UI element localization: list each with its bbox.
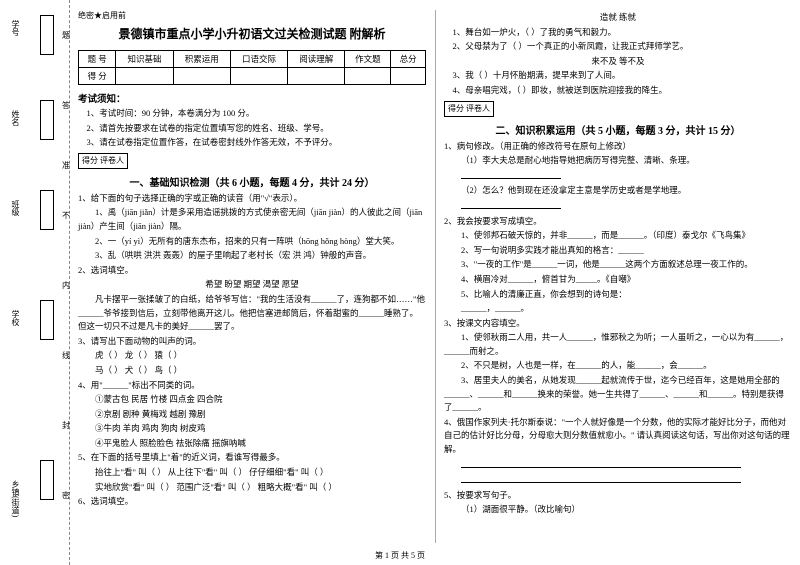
topfill-l2: 2、父母禁为了（ ）一个真正的小新凤霞，让我正式拜师学艺。 — [444, 40, 792, 54]
q1-l3: 3、乱（哄哄 洪洪 轰轰）的屋子里响起了老村长（宏 洪 鸿）钟般的声音。 — [78, 249, 426, 263]
p2q1-l3: （2）怎么？他到现在还没拿定主意是学历史或者是学地理。 — [444, 184, 792, 198]
p2q2-l5: 5、比喻人的清廉正直，你会想到的诗句是： — [444, 288, 792, 302]
notice-2: 2、请首先按要求在试卷的指定位置填写您的姓名、班级、学号。 — [78, 122, 426, 136]
dash-word-5: 线 — [62, 350, 70, 361]
q2-options: 希望 盼望 期望 渴望 愿望 — [78, 278, 426, 292]
score-strip-1: 得分 评卷人 — [78, 153, 128, 169]
p2q2-l1: 1、使邻邦石破天惊的，并非______，而是______。（印度）泰戈尔《飞鸟集… — [444, 229, 792, 243]
score-h1: 知识基础 — [116, 51, 173, 68]
margin-box-1 — [40, 100, 54, 140]
q1-l1: 1、禹（jiān jiǎn）计是多采用造谣挑拨的方式使亲密无间（jiān jià… — [78, 206, 426, 233]
p2q3-stem: 3、按课文内容填空。 — [444, 317, 792, 331]
dash-word-7: 密 — [62, 490, 70, 501]
score-cell-6 — [391, 68, 426, 85]
topfill-l1: 1、舞台如一炉火，（ ）了我的勇气和毅力。 — [444, 26, 792, 40]
topfill-l3: 3、我（ ）十月怀胎期满，提早来到了人间。 — [444, 69, 792, 83]
margin-box-0 — [40, 15, 54, 55]
q3-stem: 3、请写出下面动物的叫声的词。 — [78, 335, 426, 349]
score-cell-5 — [345, 68, 391, 85]
p2q5-stem: 5、按要求写句子。 — [444, 489, 792, 503]
score-h5: 作文题 — [345, 51, 391, 68]
score-cell-3 — [230, 68, 287, 85]
score-value-row: 得 分 — [79, 68, 426, 85]
column-separator — [435, 10, 436, 543]
p2q2-l3: 3、"一夜的工作"是______一词，他是______这两个方面叙述总理一夜工作… — [444, 258, 792, 272]
margin-box-3 — [40, 300, 54, 340]
secret-line: 绝密★启用前 — [78, 10, 426, 21]
q6-stem: 6、选词填空。 — [78, 495, 426, 509]
score-h0: 题 号 — [79, 51, 116, 68]
notice-3: 3、请在试卷指定位置作答，在试卷密封线外作答无效，不予评分。 — [78, 136, 426, 150]
margin-label-0: 学号 — [10, 20, 21, 36]
score-cell-4 — [288, 68, 345, 85]
p2q4-ans1 — [444, 458, 792, 473]
dash-word-2: 准 — [62, 160, 70, 171]
topfill-pair2: 来不及 等不及 — [444, 55, 792, 69]
q4-l2: ②京剧 剧种 黄梅戏 越剧 豫剧 — [78, 408, 426, 422]
dash-word-0: 题 — [62, 30, 70, 41]
margin-label-2: 班级 — [10, 200, 21, 216]
margin-label-4: 乡镇(街道) — [10, 480, 21, 517]
score-h2: 积累运用 — [173, 51, 230, 68]
notice-title: 考试须知： — [78, 91, 426, 105]
part2-heading: 二、知识积累运用（共 5 小题，每题 3 分，共计 15 分） — [444, 122, 792, 137]
p2q4-ans2 — [444, 473, 792, 488]
score-h3: 口语交际 — [230, 51, 287, 68]
p2q5-l1: （1）湖面很平静。（改比喻句） — [444, 503, 792, 517]
p2q1-blank2 — [444, 199, 792, 214]
p2q1-l1: （1）李大夫总是耐心地指导她把病历写得完整、清晰、条理。 — [444, 154, 792, 168]
binding-margin: 学号 姓名 班级 学校 乡镇(街道) 题 答 准 不 内 线 封 密 — [0, 0, 70, 565]
page-content: 绝密★启用前 景德镇市重点小学小升初语文过关检测试题 附解析 题 号 知识基础 … — [78, 10, 792, 543]
margin-box-2 — [40, 190, 54, 230]
right-column: 造就 练就 1、舞台如一炉火，（ ）了我的勇气和毅力。 2、父母禁为了（ ）一个… — [444, 10, 792, 543]
p2q3-l3: 3、居里夫人的美名，从她发现______起就流传于世，迄今已经百年，这是她用全部… — [444, 374, 792, 415]
q3-l1: 虎（ ） 龙（ ） 猿（ ） — [78, 349, 426, 363]
p2q4-stem: 4、俄国作家列夫·托尔斯泰说："一个人就好像是一个分数，他的实际才能好比分子，而… — [444, 416, 792, 457]
exam-title: 景德镇市重点小学小升初语文过关检测试题 附解析 — [78, 25, 426, 42]
p2q1-blank1 — [444, 169, 792, 184]
score-cell-2 — [173, 68, 230, 85]
p2q1-stem: 1、病句修改。（用正确的修改符号在原句上修改） — [444, 140, 792, 154]
dash-word-6: 封 — [62, 420, 70, 431]
q4-l1: ①蒙古包 民居 竹楼 四点金 四合院 — [78, 393, 426, 407]
score-h4: 阅读理解 — [288, 51, 345, 68]
margin-box-4 — [40, 460, 54, 500]
margin-label-1: 姓名 — [10, 110, 21, 126]
q2-l1: 凡卡摆平一张揉皱了的白纸，给爷爷写信："我的生活没有______了，连狗都不如…… — [78, 293, 426, 334]
p2q2-l4: 4、横眉冷对______，俯首甘为_____。《自嘲》 — [444, 273, 792, 287]
q5-l2: 实地欣赏"看" 叫（ ） 范围广泛"看" 叫（ ） 粗略大概"看" 叫（ ） — [78, 481, 426, 495]
score-h6: 总分 — [391, 51, 426, 68]
q4-stem: 4、用"______"标出不同类的词。 — [78, 379, 426, 393]
q4-l3: ③牛肉 羊肉 鸡肉 狗肉 树皮鸡 — [78, 422, 426, 436]
topfill-l4: 4、母亲唱完戏，（ ）即妆，就被送到医院迎接我的降生。 — [444, 84, 792, 98]
topfill-pair: 造就 练就 — [444, 11, 792, 25]
page-footer: 第 1 页 共 5 页 — [0, 550, 800, 561]
q5-stem: 5、在下面的括号里填上"着"的近义词，看谁写得最多。 — [78, 451, 426, 465]
margin-label-3: 学校 — [10, 310, 21, 326]
p2q2-l6: ______，______。 — [444, 302, 792, 316]
score-table: 题 号 知识基础 积累运用 口语交际 阅读理解 作文题 总分 得 分 — [78, 50, 426, 85]
left-column: 绝密★启用前 景德镇市重点小学小升初语文过关检测试题 附解析 题 号 知识基础 … — [78, 10, 426, 543]
score-cell-1 — [116, 68, 173, 85]
notice-1: 1、考试时间：90 分钟，本卷满分为 100 分。 — [78, 107, 426, 121]
p2q3-l2: 2、不只是树，人也是一样，在______的人，能______，会______。 — [444, 359, 792, 373]
p2q2-stem: 2、我会按要求写成填空。 — [444, 215, 792, 229]
dash-word-3: 不 — [62, 210, 70, 221]
q1-stem: 1、给下面的句子选择正确的字或正确的读音（用"√"表示）。 — [78, 192, 426, 206]
score-header-row: 题 号 知识基础 积累运用 口语交际 阅读理解 作文题 总分 — [79, 51, 426, 68]
q4-l4: ④平鬼脸人 照脸脸色 祛张除痛 摇旗呐喊 — [78, 437, 426, 451]
part1-heading: 一、基础知识检测（共 6 小题，每题 4 分，共计 24 分） — [78, 174, 426, 189]
q3-l2: 马（ ） 犬（ ） 鸟（ ） — [78, 364, 426, 378]
p2q2-l2: 2、写一句说明多实践才能出真知的格言：______ — [444, 244, 792, 258]
score-strip-2: 得分 评卷人 — [444, 101, 494, 117]
dash-word-1: 答 — [62, 100, 70, 111]
score-row-label: 得 分 — [79, 68, 116, 85]
q1-l2: 2、一（yí yì）无所有的唐东杰布，招来的只有一阵哄（hōng hǒng hò… — [78, 235, 426, 249]
p2q3-l1: 1、使邻秋雨二人用，共一人______，惟邪秋之为听；一人虽听之，一心以为有__… — [444, 331, 792, 358]
dash-word-4: 内 — [62, 280, 70, 291]
q5-l1: 抬往上"看" 叫（ ） 从上往下"看" 叫（ ） 仔仔细细"看" 叫（ ） — [78, 466, 426, 480]
q2-stem: 2、选词填空。 — [78, 264, 426, 278]
